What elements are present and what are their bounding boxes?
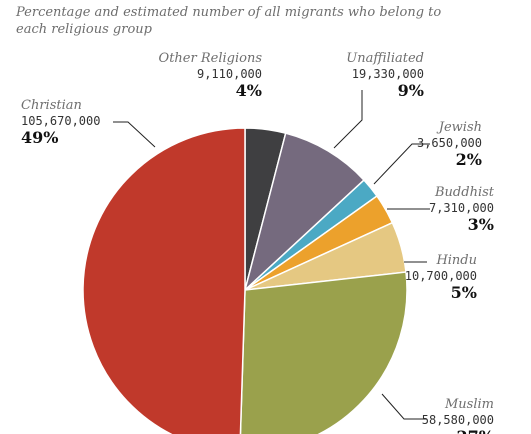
slice-count-hindu: 10,700,000: [405, 269, 477, 283]
slice-name-muslim: Muslim: [444, 397, 494, 412]
slice-percent-buddhist: 3%: [468, 215, 494, 234]
slice-name-buddhist: Buddhist: [434, 185, 495, 200]
slice-percent-hindu: 5%: [451, 283, 477, 302]
leader-line-muslim: [381, 393, 427, 420]
slice-percent-unaffiliated: 9%: [398, 81, 424, 100]
slice-count-other-religions: 9,110,000: [197, 67, 262, 81]
slice-percent-other-religions: 4%: [236, 81, 262, 100]
slice-name-unaffiliated: Unaffiliated: [346, 51, 424, 66]
leader-line-christian: [113, 121, 156, 148]
pie-slice-unaffiliated: [243, 132, 366, 293]
leader-line-jewish: [373, 143, 430, 185]
slice-percent-muslim: 27%: [457, 427, 494, 434]
slice-percent-christian: 49%: [21, 128, 58, 147]
leader-line-unaffiliated: [333, 90, 363, 149]
slice-name-hindu: Hindu: [435, 253, 477, 268]
slice-count-christian: 105,670,000: [21, 114, 100, 128]
slice-name-christian: Christian: [21, 98, 82, 113]
slice-count-jewish: 3,650,000: [417, 136, 482, 150]
slice-percent-jewish: 2%: [456, 150, 482, 169]
pie-slice-christian: [82, 127, 246, 434]
slice-count-muslim: 58,580,000: [422, 413, 494, 427]
pie-slice-muslim: [239, 271, 408, 434]
slice-name-jewish: Jewish: [436, 120, 482, 135]
chart-subtitle: Percentage and estimated number of all m…: [16, 5, 442, 37]
slice-name-other-religions: Other Religions: [159, 51, 263, 66]
slice-count-unaffiliated: 19,330,000: [352, 67, 424, 81]
slice-count-buddhist: 7,310,000: [429, 201, 494, 215]
